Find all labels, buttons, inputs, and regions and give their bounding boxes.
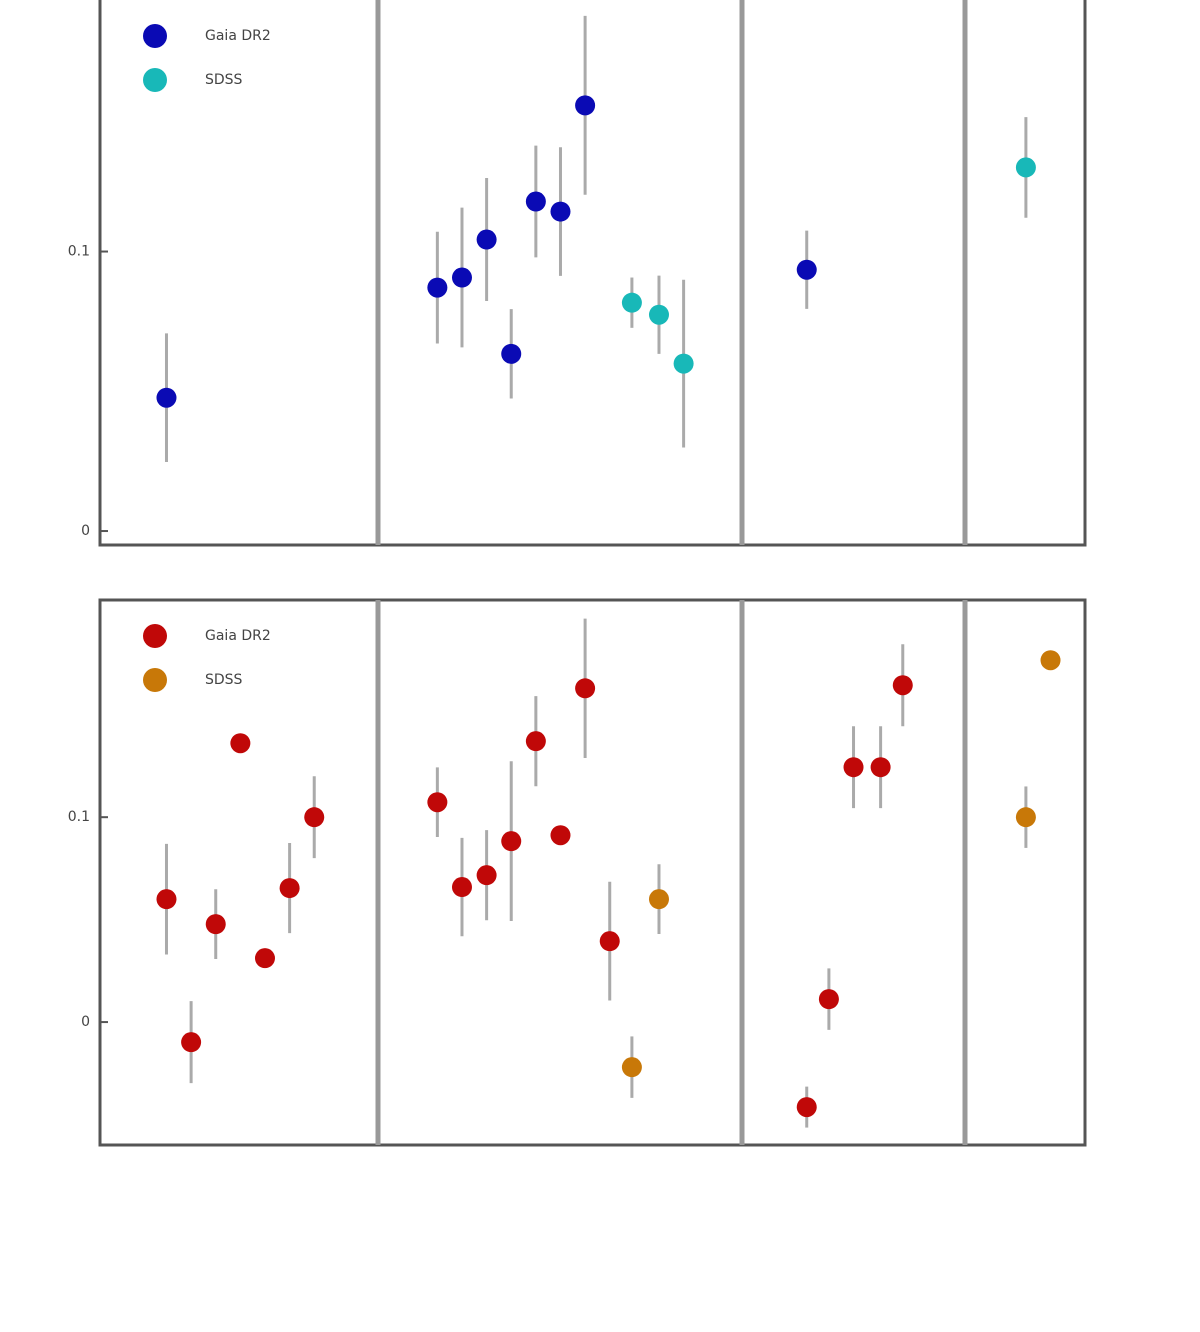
data-point bbox=[525, 191, 546, 212]
data-point bbox=[156, 387, 177, 408]
y-tick-label: 0.1 bbox=[68, 809, 90, 825]
legend-marker bbox=[143, 24, 167, 48]
y-tick-label: 0 bbox=[81, 523, 90, 539]
data-point bbox=[648, 304, 669, 325]
panel-frame bbox=[98, 0, 1087, 547]
data-point bbox=[1040, 650, 1061, 671]
panel-frame bbox=[98, 598, 1087, 1147]
legend-marker bbox=[143, 624, 167, 648]
data-point bbox=[427, 792, 448, 813]
data-point bbox=[427, 277, 448, 298]
data-point bbox=[1015, 157, 1036, 178]
data-point bbox=[796, 1097, 817, 1118]
data-point bbox=[279, 878, 300, 899]
data-point bbox=[501, 343, 522, 364]
data-point bbox=[254, 948, 275, 969]
data-point bbox=[673, 353, 694, 374]
y-tick-label: 0 bbox=[81, 1014, 90, 1030]
data-point bbox=[1015, 807, 1036, 828]
legend-marker bbox=[143, 668, 167, 692]
data-point bbox=[892, 675, 913, 696]
data-point bbox=[451, 877, 472, 898]
data-point bbox=[205, 914, 226, 935]
data-point bbox=[476, 865, 497, 886]
data-point bbox=[501, 831, 522, 852]
data-point bbox=[818, 989, 839, 1010]
data-point bbox=[550, 825, 571, 846]
data-point bbox=[843, 757, 864, 778]
data-point bbox=[621, 1057, 642, 1078]
data-point bbox=[476, 229, 497, 250]
data-point bbox=[621, 292, 642, 313]
data-point bbox=[230, 733, 251, 754]
y-tick-label: 0.1 bbox=[68, 244, 90, 260]
data-point bbox=[525, 731, 546, 752]
legend-label: SDSS bbox=[205, 72, 243, 88]
data-point bbox=[575, 678, 596, 699]
data-point bbox=[575, 95, 596, 116]
data-point bbox=[156, 889, 177, 910]
data-point bbox=[870, 757, 891, 778]
data-point bbox=[304, 807, 325, 828]
data-point bbox=[796, 259, 817, 280]
data-point bbox=[599, 931, 620, 952]
legend-label: Gaia DR2 bbox=[205, 628, 271, 644]
legend-label: SDSS bbox=[205, 672, 243, 688]
data-point bbox=[550, 201, 571, 222]
legend-marker bbox=[143, 68, 167, 92]
data-point bbox=[451, 267, 472, 288]
data-point bbox=[181, 1032, 202, 1053]
legend-label: Gaia DR2 bbox=[205, 28, 271, 44]
data-point bbox=[648, 889, 669, 910]
